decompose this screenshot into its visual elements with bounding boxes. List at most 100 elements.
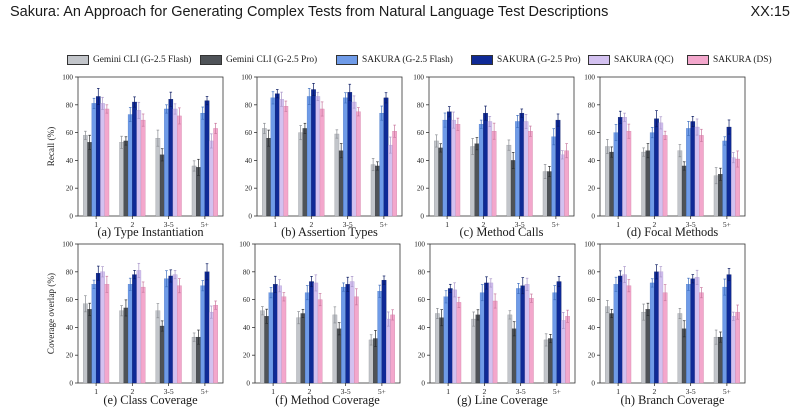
x-tick-label: 3-5 [686, 387, 696, 396]
legend-label: SAKURA (G-2.5 Pro) [497, 55, 581, 65]
y-tick-label: 0 [69, 380, 73, 388]
bar [123, 140, 129, 217]
y-tick-label: 100 [584, 74, 595, 82]
y-tick-label: 0 [421, 380, 425, 388]
bar [654, 118, 659, 217]
bar [262, 128, 267, 217]
subfigure-caption: (b) Assertion Types [281, 225, 378, 239]
bar [347, 92, 353, 217]
legend-swatch [687, 55, 709, 65]
bar [296, 317, 301, 384]
bar [191, 336, 197, 384]
bar [351, 101, 357, 217]
bar [474, 143, 480, 217]
plot-frame [77, 243, 224, 384]
bar [731, 157, 736, 217]
y-tick-label: 40 [418, 324, 426, 332]
y-tick-label: 20 [418, 352, 426, 360]
bar [434, 140, 439, 217]
y-tick-label: 20 [588, 185, 596, 193]
bar [281, 296, 287, 384]
x-tick-label: 1 [271, 387, 275, 396]
bar [556, 281, 562, 384]
bar [694, 277, 700, 384]
bar [456, 302, 462, 384]
bar [100, 103, 105, 217]
x-tick-label: 1 [273, 220, 277, 229]
bar [313, 282, 319, 384]
x-tick-label: 5+ [380, 220, 388, 229]
bar [159, 154, 165, 217]
bar [354, 296, 359, 384]
bar [83, 303, 88, 384]
chart-panel: 0 20 40 60 80 100 1 2 3-5 5+ (g) Line Coverage [414, 241, 576, 407]
chart-panel: 0 20 40 60 80 100 1 2 3-5 5+(h) Branch Coverage [584, 241, 746, 407]
x-tick-label: 1 [616, 220, 620, 229]
y-tick-label: 20 [588, 352, 596, 360]
bar [317, 299, 323, 384]
bar [686, 128, 691, 217]
chart-panel: 0 20 40 60 80 100 1 2 3-5 5+(b) Assertion Types [241, 74, 403, 239]
y-tick-label: 40 [243, 324, 251, 332]
bar [699, 292, 704, 384]
legend-swatch [67, 55, 89, 65]
legend-label: Gemini CLI (G-2.5 Flash) [93, 55, 192, 65]
bar [645, 309, 651, 384]
bar [388, 144, 393, 217]
bar [132, 101, 137, 217]
bar [264, 316, 269, 384]
y-tick-label: 0 [69, 213, 73, 221]
bar [451, 119, 456, 217]
x-tick-label: 2 [307, 387, 311, 396]
bar [370, 164, 376, 217]
bar [555, 119, 561, 217]
bar [475, 314, 481, 384]
bar [332, 314, 338, 384]
bar [565, 316, 570, 384]
bar [200, 112, 206, 217]
subfigure-caption: (e) Class Coverage [103, 393, 198, 407]
x-tick-label: 3-5 [343, 220, 353, 229]
bar [718, 336, 723, 384]
bar [283, 106, 289, 217]
y-tick-label: 40 [245, 157, 253, 165]
bar [552, 292, 558, 384]
bar [191, 165, 197, 217]
y-tick-label: 20 [66, 185, 74, 193]
bar [487, 121, 493, 217]
bar [306, 96, 312, 217]
chart-panel: 0 20 40 60 80 100 Coverage overlap (%) 1 2 3-5 5+(… [46, 241, 224, 407]
bar [609, 313, 614, 384]
y-axis-label: Coverage overlap (%) [46, 273, 56, 354]
subfigure-caption: (f) Method Coverage [275, 393, 380, 407]
bar [658, 122, 664, 217]
y-axis-label: Recall (%) [46, 127, 56, 167]
bar [132, 274, 137, 384]
y-tick-label: 40 [66, 157, 74, 165]
bar [690, 278, 696, 384]
bar [649, 282, 655, 384]
bar [645, 150, 651, 217]
y-tick-label: 60 [417, 129, 425, 137]
plot-frame [429, 243, 576, 384]
bar [726, 126, 732, 217]
bar [204, 271, 210, 384]
plot-frame [256, 76, 403, 217]
x-tick-label: 2 [652, 220, 656, 229]
bar [442, 119, 448, 217]
bar [443, 296, 449, 384]
bar [386, 318, 391, 384]
x-tick-label: 5+ [553, 387, 561, 396]
bar [516, 288, 521, 384]
bar [381, 279, 387, 384]
chart-panel: 0 20 40 60 80 100 1 2 3-5 5+ (d) Focal Methods [584, 74, 746, 239]
bar [177, 115, 182, 217]
bar [300, 313, 306, 384]
bar [662, 292, 668, 384]
running-title: Sakura: An Approach for Generating Compl… [10, 4, 609, 20]
y-tick-label: 80 [66, 101, 74, 109]
y-tick-label: 60 [66, 296, 74, 304]
bar [123, 307, 129, 384]
bar [100, 271, 105, 384]
